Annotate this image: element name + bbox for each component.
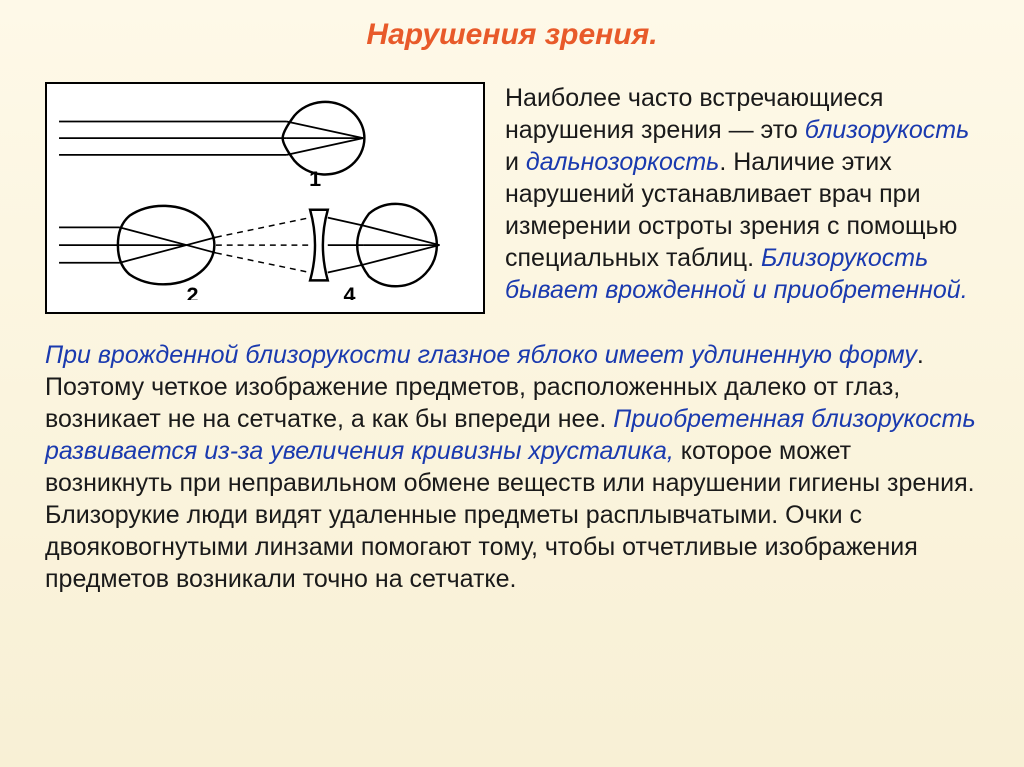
body-colored-1: При врожденной близорукости глазное ябло…	[45, 341, 917, 369]
body-paragraph: При врожденной близорукости глазное ябло…	[45, 339, 979, 595]
top-text-and: и	[505, 148, 526, 176]
diagram-svg: 1 2	[57, 96, 473, 300]
eye-corrected	[357, 204, 439, 286]
eye-myopic	[59, 206, 216, 284]
concave-lens	[310, 210, 328, 281]
top-paragraph: Наиболее часто встречающиеся нарушения з…	[505, 82, 979, 314]
top-section: 1 2	[45, 82, 979, 314]
top-colored-2: дальнозоркость	[526, 148, 719, 176]
top-colored-1: близорукость	[805, 116, 970, 144]
eye-normal	[59, 102, 364, 175]
eye-diagram: 1 2	[45, 82, 485, 314]
label-1: 1	[309, 166, 321, 191]
label-2: 2	[187, 282, 199, 300]
label-4: 4	[343, 282, 355, 300]
page-title: Нарушения зрения.	[45, 18, 979, 52]
